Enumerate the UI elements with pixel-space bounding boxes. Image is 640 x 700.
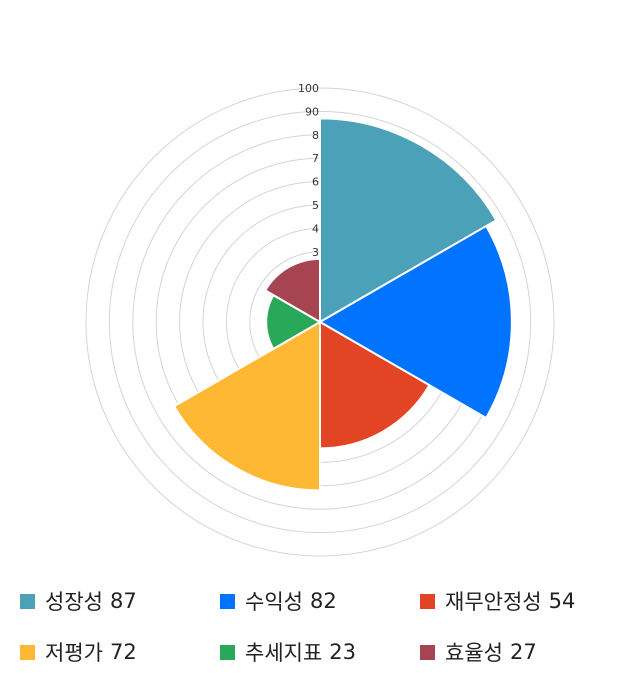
legend-item-성장성[interactable]: 성장성 87 xyxy=(20,586,137,616)
legend-value: 82 xyxy=(309,589,337,613)
legend-value: 27 xyxy=(509,640,537,664)
tick-label-40: 4 xyxy=(312,222,319,235)
legend-label: 추세지표 xyxy=(245,641,323,665)
slice-저평가[interactable] xyxy=(173,321,321,492)
legend-value: 54 xyxy=(548,589,576,613)
legend-value: 23 xyxy=(329,640,357,664)
legend-swatch xyxy=(220,644,235,660)
tick-label-70: 7 xyxy=(312,152,319,165)
legend-label: 재무안정성 xyxy=(445,590,542,614)
tick-label-90: 90 xyxy=(305,105,319,118)
legend-label: 효율성 xyxy=(445,641,503,665)
radial-tick-labels: 100 90 8 7 6 5 4 3 xyxy=(298,82,319,259)
tick-label-100: 100 xyxy=(298,82,319,95)
legend-swatch xyxy=(20,644,35,660)
grid-circle-100 xyxy=(85,87,555,557)
legend-value: 72 xyxy=(109,640,137,664)
legend-label: 저평가 xyxy=(45,641,103,665)
legend-swatch xyxy=(220,593,235,609)
slice-성장성[interactable] xyxy=(319,117,498,323)
chart-slices xyxy=(173,117,513,492)
legend-swatch xyxy=(20,593,35,609)
legend-item-수익성[interactable]: 수익성 82 xyxy=(220,586,337,616)
polar-area-chart: 100 90 8 7 6 5 4 3 xyxy=(85,82,555,557)
legend-label: 수익성 xyxy=(245,590,303,614)
legend-item-추세지표[interactable]: 추세지표 23 xyxy=(220,637,356,667)
slice-효율성[interactable] xyxy=(264,257,321,323)
tick-label-60: 6 xyxy=(312,176,319,189)
grid-circle-90 xyxy=(108,110,532,534)
legend-value: 87 xyxy=(109,589,137,613)
slice-수익성[interactable] xyxy=(319,225,513,419)
slice-추세지표[interactable] xyxy=(265,294,321,350)
legend-swatch xyxy=(420,593,435,609)
slice-재무안정성[interactable] xyxy=(319,321,431,450)
legend: 성장성 87 수익성 82 재무안정성 54 저평가 72 추세지표 23 효율… xyxy=(0,578,640,688)
legend-label: 성장성 xyxy=(45,590,103,614)
legend-item-효율성[interactable]: 효율성 27 xyxy=(420,637,537,667)
legend-item-저평가[interactable]: 저평가 72 xyxy=(20,637,137,667)
legend-swatch xyxy=(420,644,435,660)
tick-label-30: 3 xyxy=(312,246,319,259)
tick-label-80: 8 xyxy=(312,129,319,142)
legend-item-재무안정성[interactable]: 재무안정성 54 xyxy=(420,586,575,616)
tick-label-50: 5 xyxy=(312,199,319,212)
